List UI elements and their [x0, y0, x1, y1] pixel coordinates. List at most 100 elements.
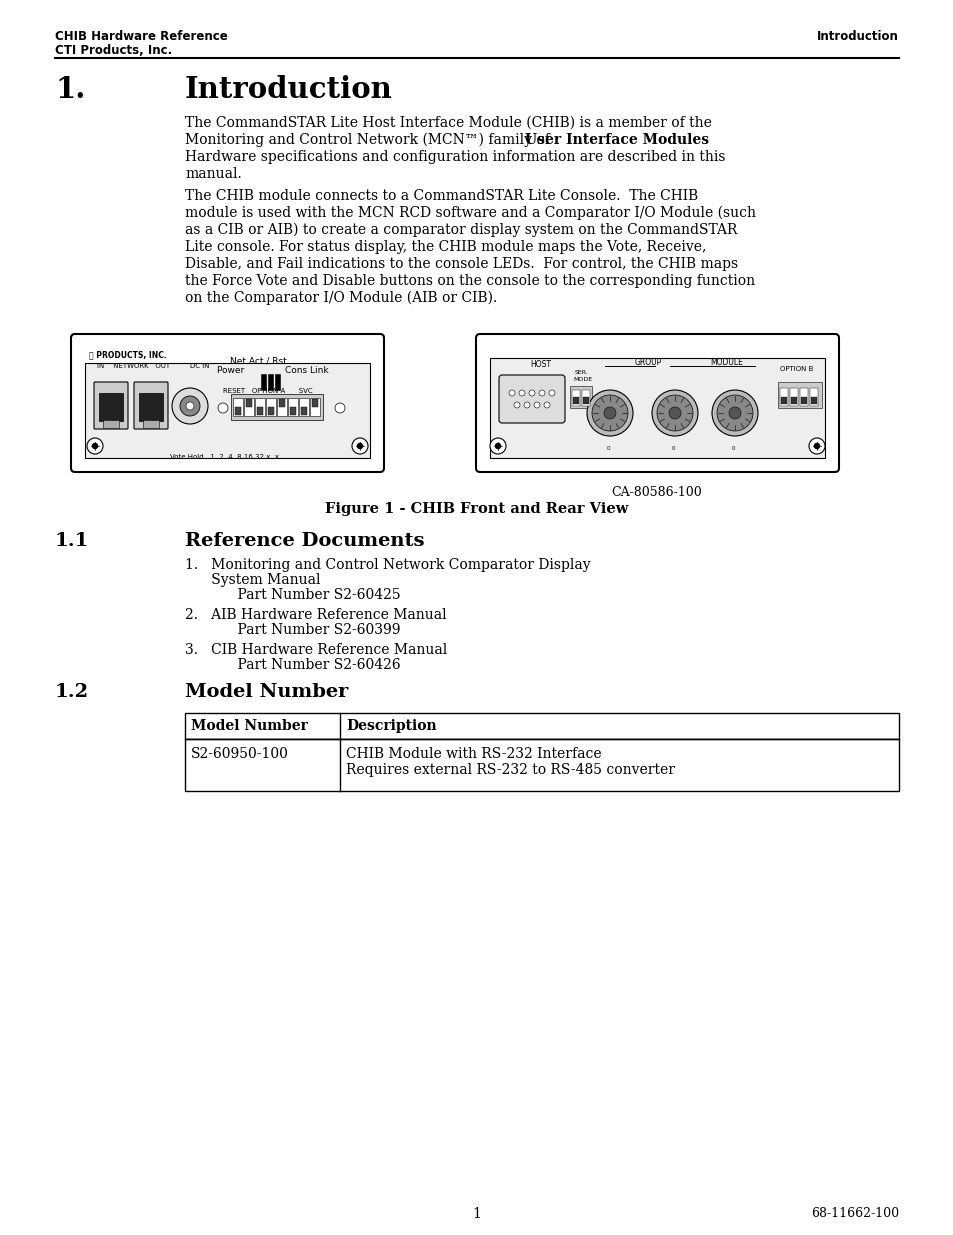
Text: Model Number: Model Number: [185, 683, 348, 701]
Text: Disable, and Fail indications to the console LEDs.  For control, the CHIB maps: Disable, and Fail indications to the con…: [185, 257, 738, 270]
Text: The CHIB module connects to a CommandSTAR Lite Console.  The CHIB: The CHIB module connects to a CommandSTA…: [185, 189, 698, 203]
Circle shape: [186, 403, 193, 410]
Text: 1.2: 1.2: [55, 683, 89, 701]
Bar: [268, 408, 274, 415]
Circle shape: [534, 403, 539, 408]
Text: manual.: manual.: [185, 167, 241, 182]
Bar: [256, 408, 263, 415]
Bar: [569, 387, 592, 408]
Bar: [139, 393, 163, 421]
Text: 1.1: 1.1: [55, 532, 90, 550]
Circle shape: [728, 408, 740, 419]
Bar: [301, 408, 307, 415]
Text: Introduction: Introduction: [817, 30, 898, 43]
Circle shape: [717, 395, 752, 431]
Bar: [99, 393, 123, 421]
Bar: [278, 399, 285, 408]
Bar: [490, 358, 824, 458]
Bar: [234, 408, 241, 415]
Text: DC IN: DC IN: [190, 363, 210, 369]
Bar: [268, 374, 273, 390]
Bar: [103, 420, 119, 429]
Circle shape: [514, 403, 519, 408]
Text: CHIB Module with RS-232 Interface: CHIB Module with RS-232 Interface: [346, 747, 601, 761]
Text: OPTION B: OPTION B: [780, 366, 813, 372]
Text: MODULE: MODULE: [709, 358, 742, 367]
Text: SER.: SER.: [575, 370, 588, 375]
Text: 0: 0: [606, 446, 610, 451]
Bar: [810, 396, 816, 404]
Bar: [288, 398, 297, 416]
Bar: [778, 382, 821, 408]
Text: 68-11662-100: 68-11662-100: [810, 1207, 898, 1220]
Bar: [809, 388, 817, 406]
Bar: [185, 739, 898, 790]
Bar: [254, 398, 265, 416]
Bar: [582, 396, 588, 404]
Text: MODE: MODE: [573, 377, 592, 382]
Bar: [85, 363, 370, 458]
Text: S2-60950-100: S2-60950-100: [191, 747, 289, 761]
Bar: [781, 396, 786, 404]
FancyBboxPatch shape: [498, 375, 564, 424]
Circle shape: [352, 438, 368, 454]
Bar: [143, 420, 159, 429]
Text: Part Number S2-60399: Part Number S2-60399: [185, 622, 400, 637]
Bar: [290, 408, 295, 415]
Text: System Manual: System Manual: [185, 573, 320, 587]
Circle shape: [543, 403, 550, 408]
Circle shape: [668, 408, 680, 419]
Bar: [789, 388, 797, 406]
Bar: [800, 388, 807, 406]
Circle shape: [490, 438, 505, 454]
FancyBboxPatch shape: [71, 333, 384, 472]
Text: Reference Documents: Reference Documents: [185, 532, 424, 550]
Text: User Interface Modules: User Interface Modules: [524, 133, 708, 147]
Text: 3.   CIB Hardware Reference Manual: 3. CIB Hardware Reference Manual: [185, 643, 447, 657]
Circle shape: [523, 403, 530, 408]
Text: 1.   Monitoring and Control Network Comparator Display: 1. Monitoring and Control Network Compar…: [185, 558, 590, 572]
Text: Introduction: Introduction: [185, 75, 393, 104]
Text: Part Number S2-60425: Part Number S2-60425: [185, 588, 400, 601]
Text: Hardware specifications and configuration information are described in this: Hardware specifications and configuratio…: [185, 149, 724, 164]
Text: Lite console. For status display, the CHIB module maps the Vote, Receive,: Lite console. For status display, the CH…: [185, 240, 705, 254]
Text: .: .: [671, 133, 676, 147]
Bar: [185, 713, 898, 739]
Circle shape: [711, 390, 758, 436]
Circle shape: [657, 395, 692, 431]
Circle shape: [651, 390, 698, 436]
Circle shape: [180, 396, 200, 416]
Circle shape: [91, 443, 98, 450]
Text: on the Comparator I/O Module (AIB or CIB).: on the Comparator I/O Module (AIB or CIB…: [185, 291, 497, 305]
Text: Requires external RS-232 to RS-485 converter: Requires external RS-232 to RS-485 conve…: [346, 763, 675, 777]
Circle shape: [218, 403, 228, 412]
Circle shape: [518, 390, 524, 396]
Text: Ⓞ PRODUCTS, INC.: Ⓞ PRODUCTS, INC.: [89, 350, 167, 359]
Bar: [298, 398, 309, 416]
FancyBboxPatch shape: [476, 333, 838, 472]
Text: IN    NETWORK   OUT: IN NETWORK OUT: [97, 363, 170, 369]
Text: HOST: HOST: [530, 359, 551, 369]
Circle shape: [172, 388, 208, 424]
Text: 0: 0: [731, 446, 735, 451]
Circle shape: [808, 438, 824, 454]
Bar: [233, 398, 243, 416]
Bar: [312, 399, 317, 408]
Text: 0: 0: [671, 446, 675, 451]
Text: Description: Description: [346, 719, 436, 734]
Circle shape: [87, 438, 103, 454]
Bar: [780, 388, 787, 406]
Text: Power: Power: [216, 366, 247, 375]
Text: Monitoring and Control Network (MCN™) family of: Monitoring and Control Network (MCN™) fa…: [185, 133, 554, 147]
Bar: [231, 394, 323, 420]
Circle shape: [529, 390, 535, 396]
FancyBboxPatch shape: [94, 382, 128, 429]
Bar: [310, 398, 319, 416]
Text: Part Number S2-60426: Part Number S2-60426: [185, 658, 400, 672]
Text: 1.: 1.: [55, 75, 85, 104]
Bar: [274, 374, 280, 390]
Bar: [572, 390, 579, 406]
Bar: [244, 398, 253, 416]
Bar: [261, 374, 266, 390]
Bar: [246, 399, 252, 408]
